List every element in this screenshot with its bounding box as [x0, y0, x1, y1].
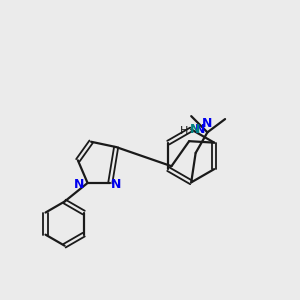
- Text: N: N: [111, 178, 121, 191]
- Text: H: H: [180, 126, 189, 136]
- Text: N: N: [190, 123, 200, 136]
- Text: N: N: [202, 117, 213, 130]
- Text: N: N: [195, 123, 206, 136]
- Text: N: N: [74, 178, 84, 191]
